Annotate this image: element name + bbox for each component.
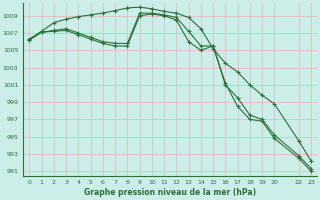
X-axis label: Graphe pression niveau de la mer (hPa): Graphe pression niveau de la mer (hPa) [84, 188, 256, 197]
